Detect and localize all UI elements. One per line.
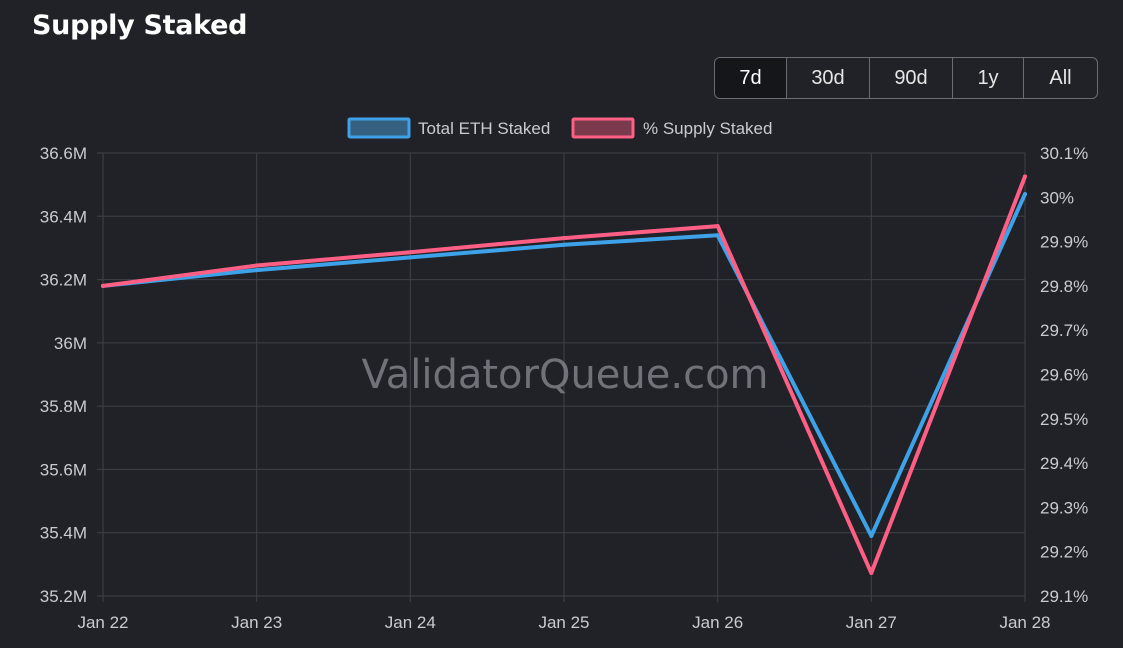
watermark: ValidatorQueue.com bbox=[361, 352, 768, 398]
right-tick-label: 30% bbox=[1040, 188, 1074, 207]
left-tick-label: 36M bbox=[54, 334, 87, 353]
point-total-eth[interactable] bbox=[869, 533, 874, 538]
legend-swatch-pct-supply bbox=[571, 117, 635, 139]
x-tick-label: Jan 23 bbox=[231, 613, 282, 632]
x-tick-label: Jan 22 bbox=[77, 613, 128, 632]
left-tick-label: 36.2M bbox=[40, 271, 87, 290]
point-pct-supply[interactable] bbox=[101, 283, 105, 288]
x-tick-label: Jan 26 bbox=[692, 613, 743, 632]
left-tick-label: 35.6M bbox=[40, 460, 87, 479]
point-pct-supply[interactable] bbox=[562, 236, 566, 241]
x-tick-label: Jan 28 bbox=[999, 613, 1050, 632]
range-30d-button[interactable]: 30d bbox=[787, 58, 870, 98]
right-tick-label: 29.8% bbox=[1040, 277, 1088, 296]
range-all-button[interactable]: All bbox=[1049, 66, 1072, 89]
point-pct-supply[interactable] bbox=[869, 570, 874, 575]
right-tick-label: 29.9% bbox=[1040, 233, 1088, 252]
point-pct-supply[interactable] bbox=[1023, 174, 1027, 179]
right-tick-label: 29.3% bbox=[1040, 498, 1088, 517]
legend-item-pct-supply[interactable]: % Supply Staked bbox=[571, 117, 772, 139]
left-tick-label: 35.4M bbox=[40, 524, 87, 543]
x-axis-ticks: Jan 22 Jan 23 Jan 24 Jan 25 Jan 26 Jan 27 Jan … bbox=[77, 613, 1050, 632]
range-7d-button[interactable]: 7d bbox=[715, 58, 787, 98]
point-pct-supply[interactable] bbox=[715, 224, 720, 229]
range-1y-button[interactable]: 1y bbox=[953, 58, 1024, 98]
point-total-eth[interactable] bbox=[254, 268, 259, 273]
range-90d-button[interactable]: 90d bbox=[870, 58, 953, 98]
page-title: Supply Staked bbox=[32, 10, 248, 41]
left-tick-label: 35.2M bbox=[40, 587, 87, 606]
legend-label-pct-supply: % Supply Staked bbox=[643, 119, 772, 138]
point-total-eth[interactable] bbox=[562, 242, 566, 247]
legend-item-total-eth[interactable]: Total ETH Staked bbox=[347, 117, 550, 139]
right-tick-label: 29.5% bbox=[1040, 410, 1088, 429]
right-tick-label: 29.6% bbox=[1040, 366, 1088, 385]
right-tick-label: 29.4% bbox=[1040, 454, 1088, 473]
point-pct-supply[interactable] bbox=[408, 250, 413, 255]
right-tick-label: 29.1% bbox=[1040, 587, 1088, 606]
left-axis-ticks: 35.2M 35.4M 35.6M 35.8M 36M 36.2M 36.4M 36.6M bbox=[40, 144, 87, 606]
range-selector: 7d 30d 90d 1y All bbox=[714, 57, 1098, 99]
x-tick-label: Jan 25 bbox=[538, 613, 589, 632]
x-tick-label: Jan 24 bbox=[385, 613, 436, 632]
series-lines bbox=[101, 174, 1027, 575]
left-tick-label: 36.6M bbox=[40, 144, 87, 163]
right-tick-label: 29.7% bbox=[1040, 321, 1088, 340]
left-tick-label: 36.4M bbox=[40, 207, 87, 226]
left-tick-label: 35.8M bbox=[40, 397, 87, 416]
right-axis-ticks: 29.1% 29.2% 29.3% 29.4% 29.5% 29.6% 29.7% 29.8%… bbox=[1040, 144, 1088, 606]
legend: Total ETH Staked % Supply Staked bbox=[347, 117, 772, 139]
legend-swatch-total-eth bbox=[347, 117, 411, 139]
x-tick-label: Jan 27 bbox=[846, 613, 897, 632]
grid-lines bbox=[97, 152, 1026, 602]
point-total-eth[interactable] bbox=[715, 233, 720, 238]
point-total-eth[interactable] bbox=[408, 255, 413, 260]
legend-label-total-eth: Total ETH Staked bbox=[418, 119, 550, 138]
point-pct-supply[interactable] bbox=[254, 263, 259, 268]
point-total-eth[interactable] bbox=[1023, 192, 1027, 197]
right-tick-label: 30.1% bbox=[1040, 144, 1088, 163]
right-tick-label: 29.2% bbox=[1040, 543, 1088, 562]
